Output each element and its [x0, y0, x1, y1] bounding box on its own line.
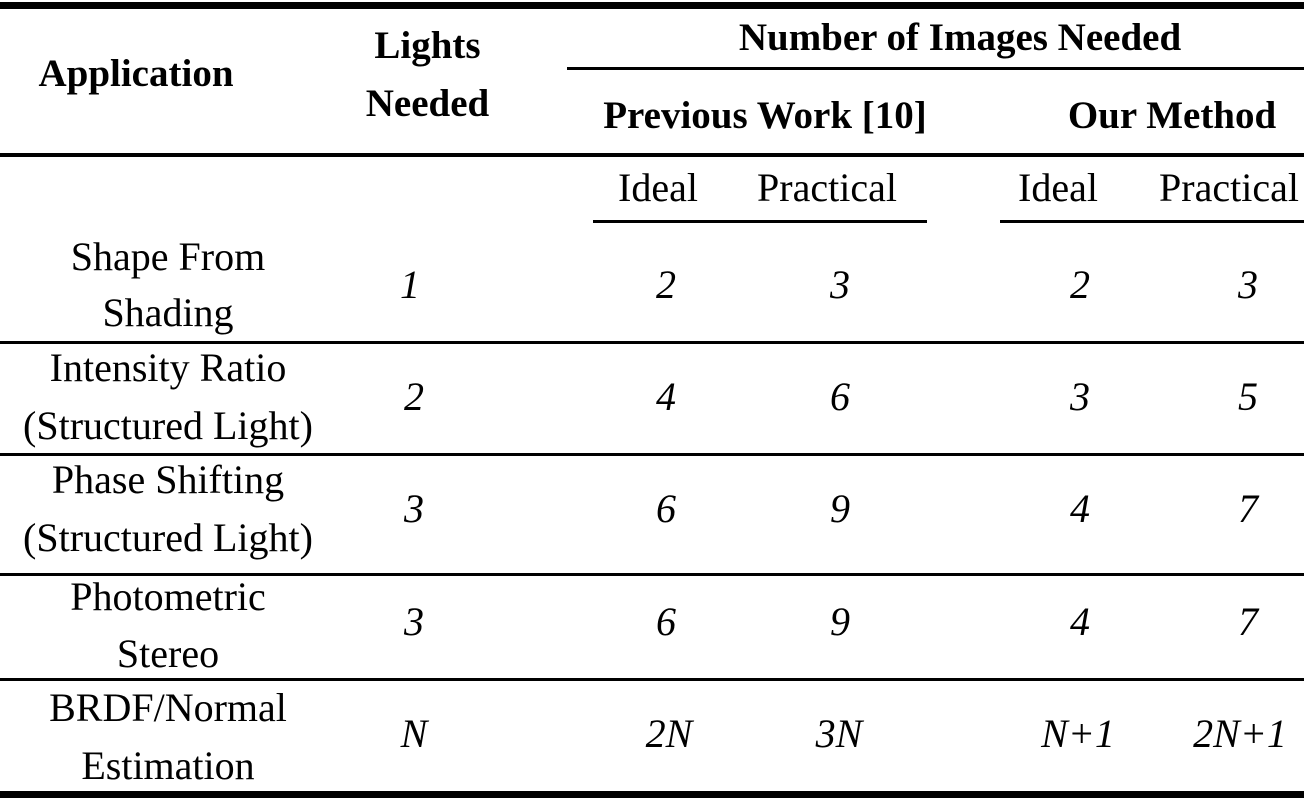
header-lights-needed-line2: Needed — [365, 82, 490, 125]
subheader-prev-ideal: Ideal — [618, 165, 698, 210]
header-rule — [0, 153, 1304, 157]
subheader-ours-practical: Practical — [1159, 165, 1299, 210]
row-prev-practical: 3N — [815, 711, 863, 756]
row-prev-ideal: 2N — [645, 711, 693, 756]
header-previous-work: Previous Work [10] — [603, 94, 927, 137]
row-lights: 3 — [404, 486, 424, 531]
row-prev-practical: 9 — [830, 599, 850, 644]
header-lights-needed-line1: Lights — [374, 24, 481, 67]
row-application-line2: (Structured Light) — [23, 515, 313, 560]
row-lights: N — [400, 711, 428, 756]
row-prev-practical: 3 — [830, 262, 850, 307]
row-prev-ideal: 6 — [656, 599, 676, 644]
row-ours-ideal: 4 — [1070, 599, 1090, 644]
row-application-line2: Shading — [102, 290, 234, 335]
row-prev-ideal: 6 — [656, 486, 676, 531]
row-application-line2: Stereo — [116, 631, 220, 676]
bottom-rule — [0, 791, 1304, 798]
row-divider — [0, 678, 1304, 681]
row-ours-ideal: 2 — [1070, 262, 1090, 307]
row-ours-practical: 2N+1 — [1193, 711, 1287, 756]
row-ours-practical: 7 — [1238, 599, 1258, 644]
header-application: Application — [38, 52, 234, 95]
row-ours-practical: 3 — [1238, 262, 1258, 307]
row-prev-ideal: 4 — [656, 374, 676, 419]
header-our-method: Our Method — [1067, 94, 1277, 137]
row-lights: 1 — [400, 262, 420, 307]
our-method-subheader-underline — [1000, 220, 1304, 223]
row-ours-practical: 5 — [1238, 374, 1258, 419]
row-divider — [0, 341, 1304, 344]
top-rule — [0, 2, 1304, 9]
row-ours-ideal: 4 — [1070, 486, 1090, 531]
images-needed-underline — [567, 67, 1304, 70]
row-prev-ideal: 2 — [656, 262, 676, 307]
row-ours-practical: 7 — [1238, 486, 1258, 531]
row-application-line2: Estimation — [81, 743, 255, 788]
row-application-line1: Phase Shifting — [51, 457, 285, 502]
row-application-line1: Shape From — [70, 234, 266, 279]
previous-work-subheader-underline — [593, 220, 927, 223]
row-prev-practical: 6 — [830, 374, 850, 419]
subheader-ours-ideal: Ideal — [1018, 165, 1098, 210]
row-divider — [0, 453, 1304, 456]
header-number-of-images-needed: Number of Images Needed — [738, 16, 1182, 59]
row-application-line2: (Structured Light) — [23, 403, 313, 448]
row-lights: 3 — [404, 599, 424, 644]
row-application-line1: Intensity Ratio — [49, 345, 287, 390]
row-application-line1: BRDF/Normal — [49, 685, 287, 730]
row-divider — [0, 573, 1304, 576]
row-lights: 2 — [404, 374, 424, 419]
row-ours-ideal: 3 — [1070, 374, 1090, 419]
subheader-prev-practical: Practical — [757, 165, 897, 210]
row-prev-practical: 9 — [830, 486, 850, 531]
row-application-line1: Photometric — [70, 574, 266, 619]
row-ours-ideal: N+1 — [1041, 711, 1115, 756]
